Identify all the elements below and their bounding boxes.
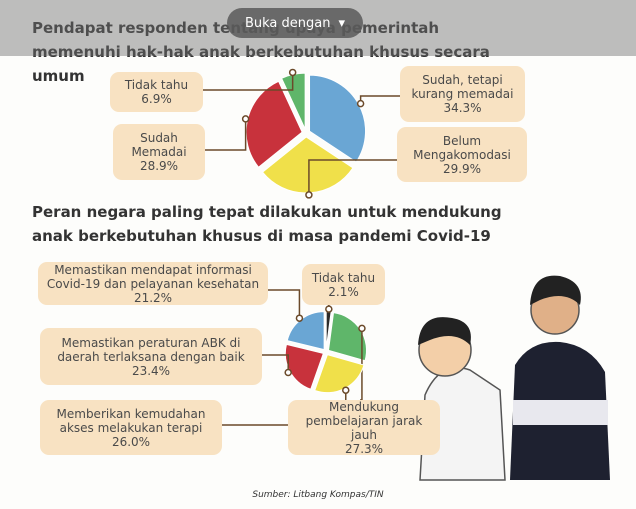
pie-slice: [327, 312, 368, 362]
connector-dot: [288, 68, 297, 77]
slice-label: Sudah, tetapi kurang memadai: [411, 73, 514, 101]
connector-dot: [241, 115, 250, 123]
button-label: Buka dengan: [244, 15, 331, 31]
label-box: Sudah, tetapi kurang memadai 34.3%: [400, 66, 525, 122]
connector: [262, 354, 289, 373]
slice-label: Memastikan mendapat informasi Covid-19 d…: [46, 262, 260, 291]
label-box: Memberikan kemudahan akses melakukan ter…: [40, 400, 222, 455]
connector-dot: [325, 305, 333, 313]
slice-label: Mendukung pembelajaran jarak jauh: [305, 399, 423, 442]
value-label: 2.1%: [328, 284, 359, 299]
label-box: Mendukung pembelajaran jarak jauh 27.3%: [288, 399, 440, 456]
value-label: 34.3%: [443, 101, 482, 115]
connector-dot: [284, 368, 292, 377]
pie-slice: [286, 311, 325, 351]
label-box: Sudah Memadai 28.9%: [113, 124, 205, 180]
connector: [359, 95, 400, 104]
toolbar: Buka dengan ▾: [0, 0, 636, 56]
connector-dot: [342, 386, 350, 394]
label-box: Belum Mengakomodasi 29.9%: [397, 127, 527, 182]
value-label: 21.2%: [133, 290, 173, 305]
label-box: Memastikan mendapat informasi Covid-19 d…: [38, 262, 268, 305]
slice-label: Tidak tahu: [311, 270, 376, 285]
connector-dot: [356, 99, 365, 108]
chart-title: Peran negara paling tepat dilakukan untu…: [32, 203, 502, 245]
connector: [308, 159, 397, 195]
connector-dot: [295, 314, 304, 322]
slice-label: Tidak tahu: [124, 78, 189, 92]
label-box: Tidak tahu 6.9%: [110, 72, 203, 112]
dropdown-arrow: ▾: [338, 15, 346, 31]
value-label: 23.4%: [131, 363, 171, 378]
open-with-button[interactable]: Buka dengan ▾: [227, 8, 363, 38]
slice-label: Memberikan kemudahan akses melakukan ter…: [56, 406, 206, 435]
value-label: 27.3%: [344, 441, 384, 456]
slice-label: Memastikan peraturan ABK di daerah terla…: [57, 335, 245, 364]
connector-dot: [305, 191, 313, 199]
slice-label: Belum Mengakomodasi: [413, 133, 511, 162]
pie-slice: [314, 354, 365, 394]
connector-dot: [358, 324, 366, 333]
value-label: 6.9%: [141, 92, 172, 106]
value-label: 28.9%: [139, 159, 179, 173]
illustration: [418, 275, 610, 481]
value-label: 29.9%: [442, 161, 482, 176]
source: Sumber: Litbang Kompas/TIN: [252, 490, 384, 500]
connector: [268, 289, 301, 319]
slice-label: Sudah Memadai: [131, 131, 187, 159]
label-box: Tidak tahu 2.1%: [302, 264, 385, 305]
connector: [203, 72, 294, 91]
connector: [205, 118, 247, 151]
label-box: Memastikan peraturan ABK di daerah terla…: [40, 328, 262, 385]
value-label: 26.0%: [111, 434, 151, 449]
